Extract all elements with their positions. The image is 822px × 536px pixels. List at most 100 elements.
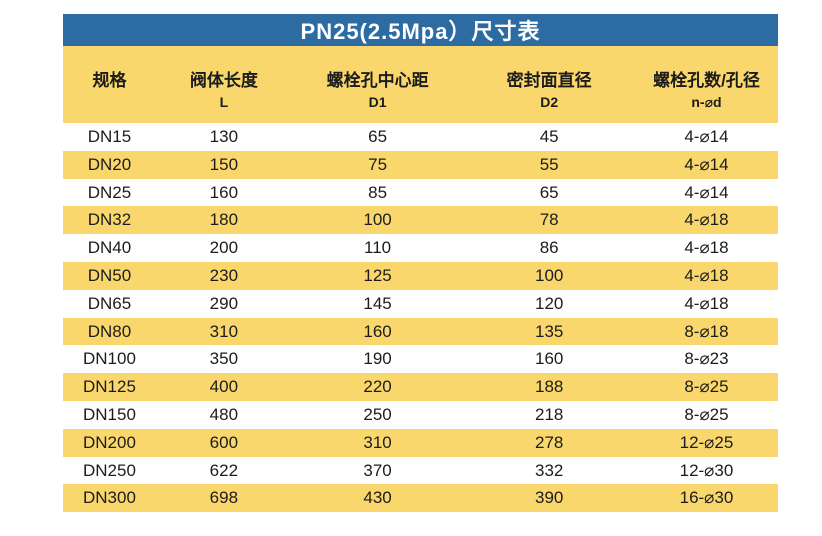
cell-seal-face-d2: 65 (539, 182, 559, 202)
table-title-bar: PN25(2.5Mpa）尺寸表 (63, 14, 778, 46)
cell-spec: DN100 (83, 349, 136, 369)
dimension-table: PN25(2.5Mpa）尺寸表 规格 阀体长度 L 螺栓孔中心距 D1 密封面直… (63, 14, 778, 513)
cell-seal-face-d2: 160 (534, 349, 564, 369)
table-title: PN25(2.5Mpa）尺寸表 (300, 19, 541, 44)
cell-seal-face-d2: 100 (534, 265, 564, 285)
table-row: DN80 310 160 135 8-⌀18 (63, 317, 778, 346)
cell-bolt-holes-n-d: 4-⌀18 (684, 238, 729, 258)
cell-bolt-circle-d1: 250 (363, 404, 392, 424)
cell-body-length-l: 600 (209, 432, 239, 452)
table-rows: DN15 130 65 45 4-⌀14 DN20 150 75 55 4-⌀14 DN25 160 8… (63, 123, 778, 513)
table-row: DN150 480 250 218 8-⌀25 (63, 400, 778, 429)
cell-seal-face-d2: 390 (534, 488, 564, 508)
cell-spec: DN150 (83, 404, 136, 424)
cell-bolt-circle-d1: 65 (368, 127, 388, 146)
cell-bolt-circle-d1: 370 (363, 460, 392, 480)
cell-body-length-l: 230 (209, 265, 239, 285)
cell-bolt-circle-d1: 430 (363, 488, 392, 508)
column-sublabel: n-⌀d (691, 94, 722, 110)
cell-spec: DN300 (83, 488, 136, 508)
table-row: DN65 290 145 120 4-⌀18 (63, 289, 778, 318)
cell-seal-face-d2: 45 (539, 127, 559, 146)
cell-spec: DN125 (83, 377, 136, 397)
column-header-seal-face: 密封面直径 D2 (463, 70, 635, 123)
table-row: DN200 600 310 278 12-⌀25 (63, 428, 778, 457)
column-header-bolt-circle: 螺栓孔中心距 D1 (292, 70, 464, 123)
cell-seal-face-d2: 86 (539, 238, 559, 258)
column-sublabel: D2 (540, 94, 559, 110)
cell-body-length-l: 350 (209, 349, 239, 369)
cell-seal-face-d2: 135 (534, 321, 564, 341)
cell-body-length-l: 480 (209, 404, 239, 424)
column-label: 密封面直径 (506, 71, 592, 90)
cell-bolt-holes-n-d: 12-⌀25 (679, 432, 734, 452)
cell-bolt-circle-d1: 125 (363, 265, 392, 285)
table-header-row: 规格 阀体长度 L 螺栓孔中心距 D1 密封面直径 D2 螺栓孔数/孔径 n-⌀… (63, 46, 778, 123)
cell-body-length-l: 200 (209, 238, 239, 258)
cell-bolt-circle-d1: 100 (363, 210, 392, 230)
cell-spec: DN32 (87, 210, 132, 230)
cell-bolt-circle-d1: 220 (363, 377, 392, 397)
table-row: DN50 230 125 100 4-⌀18 (63, 261, 778, 290)
column-label: 螺栓孔数/孔径 (653, 71, 760, 90)
table-row: DN250 622 370 332 12-⌀30 (63, 456, 778, 485)
cell-body-length-l: 622 (209, 460, 239, 480)
cell-bolt-holes-n-d: 8-⌀23 (684, 349, 729, 369)
cell-body-length-l: 310 (209, 321, 239, 341)
column-label: 阀体长度 (189, 71, 258, 90)
cell-bolt-circle-d1: 85 (368, 182, 388, 202)
cell-bolt-holes-n-d: 4-⌀18 (684, 210, 729, 230)
column-sublabel: L (219, 94, 229, 110)
cell-body-length-l: 130 (209, 127, 239, 146)
cell-bolt-holes-n-d: 16-⌀30 (679, 488, 734, 508)
column-label: 螺栓孔中心距 (326, 71, 429, 90)
cell-seal-face-d2: 278 (534, 432, 564, 452)
cell-body-length-l: 160 (209, 182, 239, 202)
cell-bolt-circle-d1: 190 (363, 349, 392, 369)
cell-bolt-holes-n-d: 4-⌀14 (684, 182, 729, 202)
table-row: DN100 350 190 160 8-⌀23 (63, 345, 778, 374)
cell-bolt-circle-d1: 160 (363, 321, 392, 341)
cell-bolt-holes-n-d: 8-⌀18 (684, 321, 729, 341)
cell-seal-face-d2: 78 (539, 210, 559, 230)
cell-seal-face-d2: 55 (539, 154, 559, 174)
column-header-spec: 规格 (63, 70, 156, 123)
cell-spec: DN15 (87, 127, 132, 146)
column-sublabel: D1 (368, 94, 387, 110)
cell-bolt-holes-n-d: 8-⌀25 (684, 404, 729, 424)
column-label: 规格 (92, 71, 127, 90)
cell-bolt-holes-n-d: 12-⌀30 (679, 460, 734, 480)
cell-spec: DN25 (87, 182, 132, 202)
table-row: DN125 400 220 188 8-⌀25 (63, 373, 778, 401)
cell-bolt-holes-n-d: 4-⌀18 (684, 293, 729, 313)
cell-bolt-circle-d1: 310 (363, 432, 392, 452)
cell-seal-face-d2: 120 (534, 293, 564, 313)
table-row: DN25 160 85 65 4-⌀14 (63, 178, 778, 207)
cell-body-length-l: 150 (209, 154, 239, 174)
cell-bolt-holes-n-d: 4-⌀18 (684, 265, 729, 285)
cell-bolt-circle-d1: 110 (364, 238, 392, 258)
cell-spec: DN200 (83, 432, 136, 452)
cell-body-length-l: 400 (209, 377, 239, 397)
cell-spec: DN20 (87, 154, 132, 174)
cell-seal-face-d2: 218 (534, 404, 564, 424)
cell-bolt-circle-d1: 145 (363, 293, 392, 313)
cell-bolt-holes-n-d: 8-⌀25 (684, 377, 729, 397)
cell-spec: DN80 (87, 321, 132, 341)
cell-spec: DN40 (87, 238, 132, 258)
column-header-bolt-holes: 螺栓孔数/孔径 n-⌀d (635, 70, 778, 123)
cell-body-length-l: 180 (209, 210, 239, 230)
cell-body-length-l: 698 (209, 488, 239, 508)
cell-seal-face-d2: 332 (534, 460, 564, 480)
cell-body-length-l: 290 (209, 293, 239, 313)
cell-bolt-holes-n-d: 4-⌀14 (684, 154, 729, 174)
cell-spec: DN50 (87, 265, 132, 285)
table-row: DN15 130 65 45 4-⌀14 (63, 123, 778, 151)
table-row: DN40 200 110 86 4-⌀18 (63, 234, 778, 262)
cell-spec: DN65 (87, 293, 132, 313)
cell-seal-face-d2: 188 (534, 377, 564, 397)
table-row: DN20 150 75 55 4-⌀14 (63, 150, 778, 179)
cell-bolt-circle-d1: 75 (368, 154, 388, 174)
table-row: DN32 180 100 78 4-⌀18 (63, 206, 778, 235)
column-header-body-length: 阀体长度 L (156, 70, 292, 123)
